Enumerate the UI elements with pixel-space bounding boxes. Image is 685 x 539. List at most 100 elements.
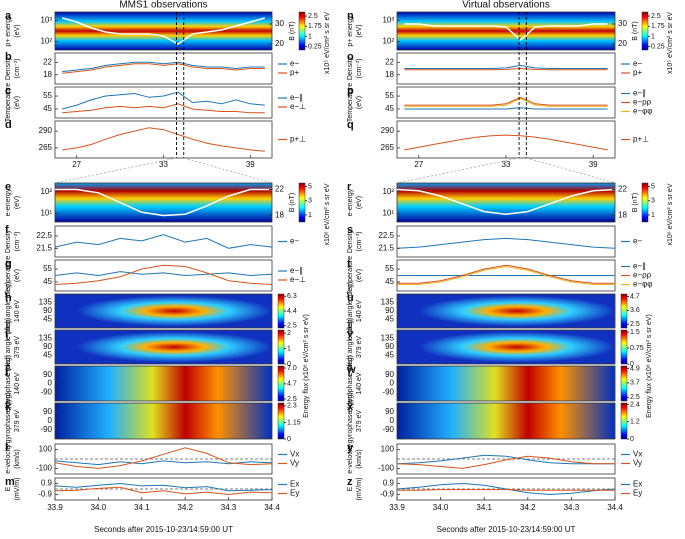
legend-label: p+ bbox=[290, 68, 299, 77]
spectrogram bbox=[397, 12, 615, 50]
y-tick-label: 22 bbox=[43, 57, 52, 66]
y-axis-label: e-energy bbox=[5, 188, 12, 216]
legend-label: Vy bbox=[290, 459, 299, 468]
panel-letter: x bbox=[347, 401, 354, 413]
y-tick-label: 90 bbox=[43, 370, 52, 379]
legend-label: e−⊥ bbox=[290, 102, 306, 111]
y-axis-label: p+ energy bbox=[5, 15, 12, 47]
colorbar-tick-label: 2.5 bbox=[308, 13, 318, 20]
y-axis-label: e-gyrophase (deg) bbox=[5, 392, 12, 449]
series-line bbox=[62, 103, 265, 114]
colorbar-tick-label: 5 bbox=[651, 183, 655, 190]
y-tick-label: 45 bbox=[385, 315, 394, 324]
y-axis-label: E bbox=[347, 486, 354, 491]
x-tick-label: 39 bbox=[589, 160, 598, 169]
colorbar bbox=[298, 182, 306, 223]
panel-letter: s bbox=[347, 224, 353, 236]
y-tick-label: 10² bbox=[40, 187, 52, 196]
colorbar-tick-label: 2.4 bbox=[630, 401, 640, 408]
y-tick-label: -100 bbox=[378, 463, 395, 472]
spectrogram bbox=[397, 330, 615, 364]
panel-letter: l bbox=[5, 442, 8, 454]
y2-axis-label: B (nT) bbox=[289, 21, 296, 40]
panel-frame bbox=[54, 259, 273, 292]
colorbar-tick-label: 0.25 bbox=[651, 43, 665, 50]
panel-frame bbox=[54, 52, 273, 85]
colorbar bbox=[277, 402, 285, 440]
y-axis-label: Density bbox=[5, 229, 12, 253]
panel-letter: z bbox=[347, 476, 353, 488]
x-tick-label: 39 bbox=[246, 160, 255, 169]
y-tick-label: 290 bbox=[39, 126, 53, 135]
x-tick-label: 34.1 bbox=[476, 503, 492, 512]
y-tick-label: 45 bbox=[43, 351, 52, 360]
panel-letter: j bbox=[4, 364, 8, 376]
y-tick-label: 90 bbox=[385, 306, 394, 315]
series-line bbox=[62, 61, 265, 73]
y-axis-label: 379 eV bbox=[14, 410, 21, 433]
legend-label: e−∥ bbox=[633, 89, 646, 98]
panel-letter: n bbox=[347, 10, 354, 22]
panel-letter: q bbox=[347, 119, 354, 131]
x-tick-label: 34.4 bbox=[607, 503, 623, 512]
colorbar bbox=[620, 365, 628, 402]
legend-label: p+⊥ bbox=[633, 135, 649, 144]
series-line bbox=[397, 489, 615, 491]
x-tick-label: 34.3 bbox=[564, 503, 580, 512]
colorbar-tick-label: 4.7 bbox=[287, 381, 297, 388]
colorbar-tick-label: 0 bbox=[287, 436, 291, 443]
y-tick-label: 45 bbox=[385, 351, 394, 360]
y-tick-label: 90 bbox=[43, 407, 52, 416]
colorbar-tick-label: 1 bbox=[287, 345, 291, 352]
y2-tick-label: 20 bbox=[275, 39, 284, 48]
panel-letter: k bbox=[5, 401, 12, 413]
y-tick-label: 45 bbox=[43, 104, 52, 113]
spectrogram bbox=[55, 294, 272, 328]
panel-letter: m bbox=[5, 476, 15, 488]
colorbar-tick-label: 2 bbox=[287, 330, 291, 337]
y2-axis-label: B (nT) bbox=[632, 193, 639, 212]
y-axis-label: (mV/m) bbox=[356, 478, 363, 501]
colorbar-tick-label: 4.9 bbox=[630, 365, 640, 372]
y-tick-label: 0 bbox=[390, 416, 395, 425]
zoom-guide bbox=[54, 157, 177, 184]
y-tick-label: 100 bbox=[39, 445, 53, 454]
legend-label: p+ bbox=[633, 68, 642, 77]
y2-tick-label: 18 bbox=[618, 211, 627, 220]
colorbar-tick-label: 4.4 bbox=[287, 308, 297, 315]
series-line bbox=[396, 188, 616, 215]
colorbar-tick-label: 0 bbox=[287, 361, 291, 368]
y-tick-label: 0.9 bbox=[383, 479, 395, 488]
legend-label: Ey bbox=[633, 489, 642, 498]
y-axis-label: e-gyrophase (deg) bbox=[5, 355, 12, 412]
panel-letter: w bbox=[346, 364, 356, 376]
spectrogram bbox=[397, 403, 615, 439]
colorbar-tick-label: 6.3 bbox=[287, 293, 297, 300]
zoom-guide bbox=[526, 157, 616, 184]
y-tick-label: -90 bbox=[382, 387, 394, 396]
x-tick-label: 34.1 bbox=[134, 503, 150, 512]
colorbar-tick-label: 2.5 bbox=[630, 394, 640, 401]
series-line bbox=[404, 23, 608, 42]
y-axis-label: p+ energy bbox=[347, 15, 354, 47]
y-tick-label: 290 bbox=[381, 126, 395, 135]
colorbar-label: Energy flux (x10⁸ eV/cm² s sr eV) bbox=[646, 314, 653, 418]
y2-axis-label: B (nT) bbox=[632, 21, 639, 40]
series-line bbox=[397, 264, 615, 284]
y-tick-label: -90 bbox=[40, 425, 52, 434]
legend-label: e−∥ bbox=[633, 262, 646, 271]
y-axis-label: (km/s) bbox=[14, 449, 21, 468]
column-title: MMS1 observations bbox=[119, 0, 207, 11]
panel-letter: i bbox=[5, 328, 8, 340]
y-axis-label: (cm⁻³) bbox=[14, 58, 21, 78]
y-axis-label: Temperature bbox=[5, 256, 12, 295]
panel-letter: f bbox=[5, 224, 9, 236]
y-tick-label: 90 bbox=[43, 306, 52, 315]
y2-tick-label: 30 bbox=[618, 19, 627, 28]
panel-letter: b bbox=[5, 51, 12, 63]
y-axis-label: (eV) bbox=[356, 196, 363, 209]
x-axis-label: Seconds after 2015-10-23/14:59:00 UT bbox=[437, 525, 576, 534]
y-axis-label: 140 eV bbox=[14, 372, 21, 395]
colorbar-tick-label: 1.75 bbox=[308, 23, 322, 30]
x-tick-label: 27 bbox=[72, 160, 81, 169]
